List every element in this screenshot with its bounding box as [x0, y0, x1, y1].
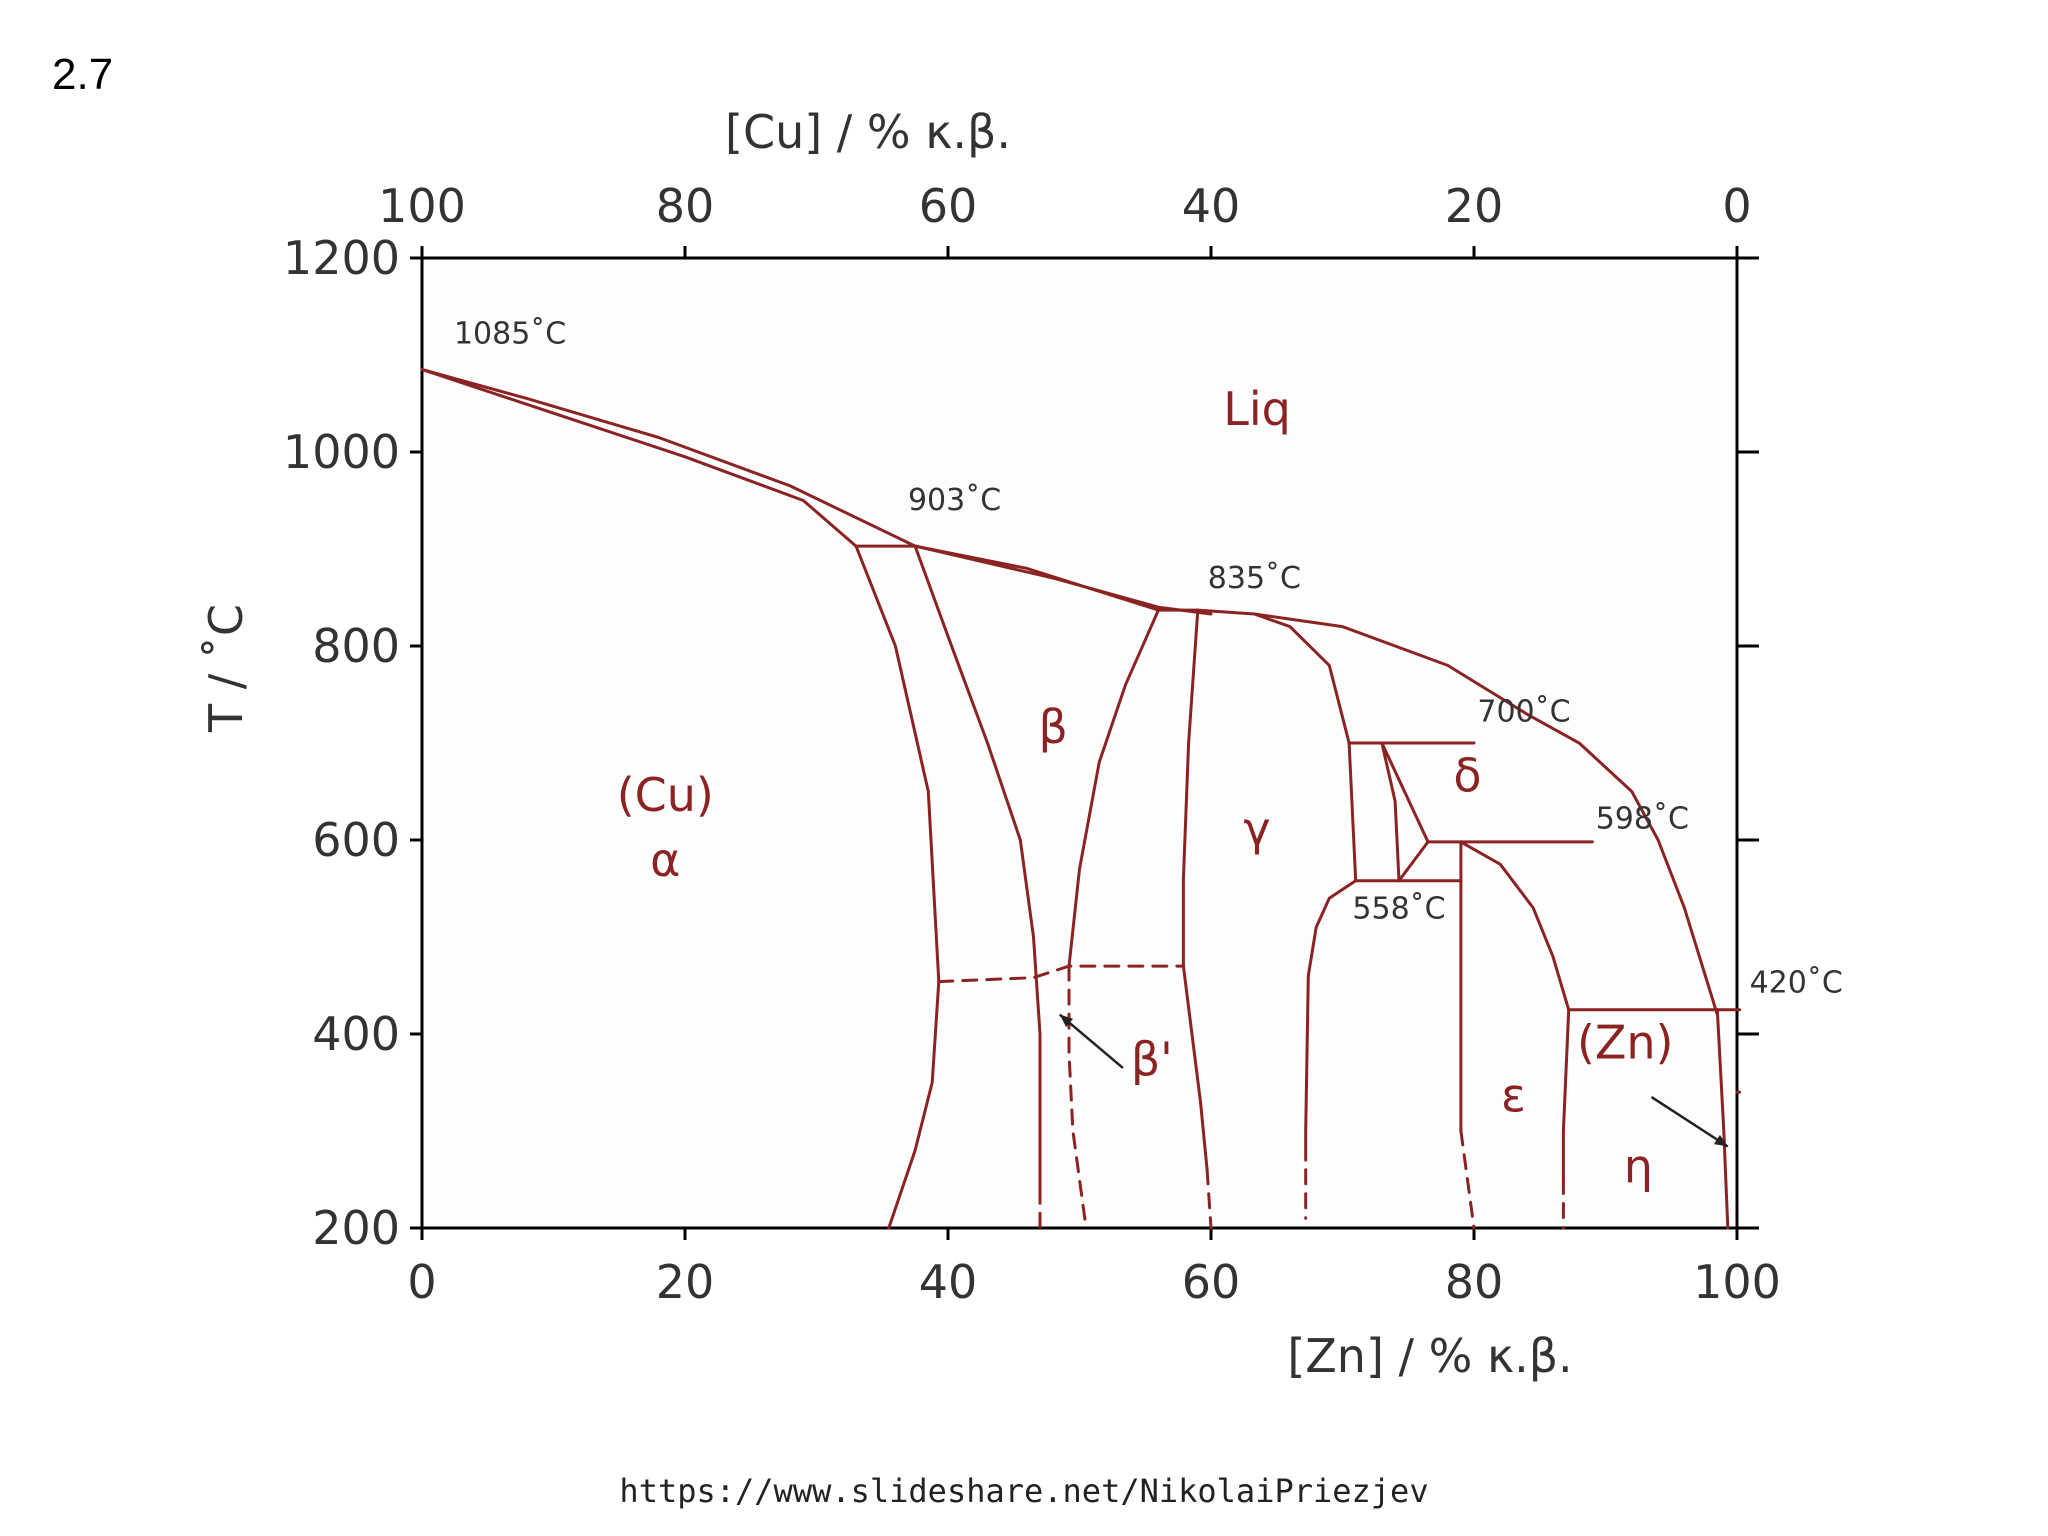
source-url: https://www.slideshare.net/NikolaiPriezj…	[619, 1472, 1429, 1510]
y-tick-label: 800	[312, 619, 400, 673]
phase-label: γ	[1243, 802, 1270, 856]
top-tick-label: 20	[1445, 179, 1504, 233]
plot-area	[420, 256, 1739, 1230]
phase-boundary	[1304, 879, 1358, 1162]
top-tick-label: 0	[1722, 179, 1751, 233]
arrow-line	[1058, 1013, 1124, 1069]
phase-label: (Zn)	[1577, 1015, 1674, 1069]
phase-boundary	[1181, 964, 1209, 1172]
phase-boundary	[420, 368, 917, 548]
phase-boundary	[913, 544, 1160, 612]
phase-boundary	[1397, 840, 1430, 883]
x-axis-label: [Zn] / % κ.β.	[1287, 1329, 1572, 1383]
phase-boundary	[1715, 1008, 1730, 1230]
phase-label: (Cu)	[617, 768, 714, 822]
phase-boundary	[1380, 741, 1401, 883]
x-tick-label: 0	[407, 1255, 436, 1309]
top-tick-label: 60	[919, 179, 978, 233]
temperature-label: 835˚C	[1208, 561, 1301, 596]
temperature-label: 903˚C	[908, 483, 1001, 518]
phase-boundary	[1252, 612, 1719, 1017]
phase-label: β	[1039, 700, 1068, 754]
phase-boundaries	[420, 368, 1742, 1230]
phase-boundary	[1380, 741, 1430, 844]
y-axis-label: T / ˚C	[199, 604, 253, 733]
temperature-label: 1085˚C	[454, 316, 566, 351]
temperature-label: 598˚C	[1596, 801, 1689, 836]
phase-label: Liq	[1223, 382, 1291, 436]
top-tick-label: 80	[656, 179, 715, 233]
top-axis-label: [Cu] / % κ.β.	[725, 105, 1011, 159]
y-tick-label: 200	[312, 1201, 400, 1255]
phase-boundary	[1067, 608, 1160, 968]
temperature-annotations: 1085˚C 903˚C 835˚C 700˚C 598˚C 558˚C 420˚C	[454, 316, 1843, 1000]
phase-boundary	[1561, 1008, 1571, 1181]
phase-boundary	[913, 544, 1042, 1191]
x-tick-label: 20	[656, 1255, 715, 1309]
top-tick-label: 100	[378, 179, 466, 233]
x-tick-label: 80	[1445, 1255, 1504, 1309]
arrow-head	[1714, 1134, 1728, 1147]
y-tick-label: 1200	[283, 231, 400, 285]
phase-labels: Liq (Cu) α β β' γ δ ε (Zn) η	[617, 382, 1674, 1194]
annotation-arrows	[1058, 1013, 1729, 1148]
phase-boundary	[1067, 964, 1088, 1230]
x-tick-label: 100	[1693, 1255, 1781, 1309]
phase-label: η	[1624, 1139, 1653, 1193]
y-tick-label: 1000	[283, 425, 400, 479]
plot-frame	[420, 256, 1739, 1230]
phase-label: ε	[1501, 1069, 1526, 1123]
slide-number: 2.7	[52, 50, 114, 99]
phase-boundary	[1459, 840, 1571, 1012]
phase-label: β'	[1131, 1033, 1173, 1087]
temperature-label: 420˚C	[1750, 965, 1843, 1000]
y-tick-label: 400	[312, 1007, 400, 1061]
phase-label: α	[650, 833, 680, 887]
phase-boundary	[1181, 608, 1200, 968]
phase-boundary	[1205, 1168, 1213, 1230]
arrow-head	[1059, 1014, 1074, 1028]
phase-boundary	[420, 368, 858, 548]
phase-boundary	[937, 964, 1185, 984]
temperature-label: 558˚C	[1352, 892, 1445, 927]
x-tick-label: 60	[1182, 1255, 1241, 1309]
arrow-line	[1650, 1096, 1729, 1148]
x-tick-label: 40	[919, 1255, 978, 1309]
y-tick-label: 600	[312, 813, 400, 867]
phase-boundary	[1196, 608, 1351, 745]
phase-label: δ	[1453, 749, 1481, 803]
phase-boundary	[1347, 741, 1358, 883]
phase-boundary	[1459, 1129, 1476, 1230]
top-tick-label: 40	[1182, 179, 1241, 233]
temperature-label: 700˚C	[1477, 695, 1570, 730]
